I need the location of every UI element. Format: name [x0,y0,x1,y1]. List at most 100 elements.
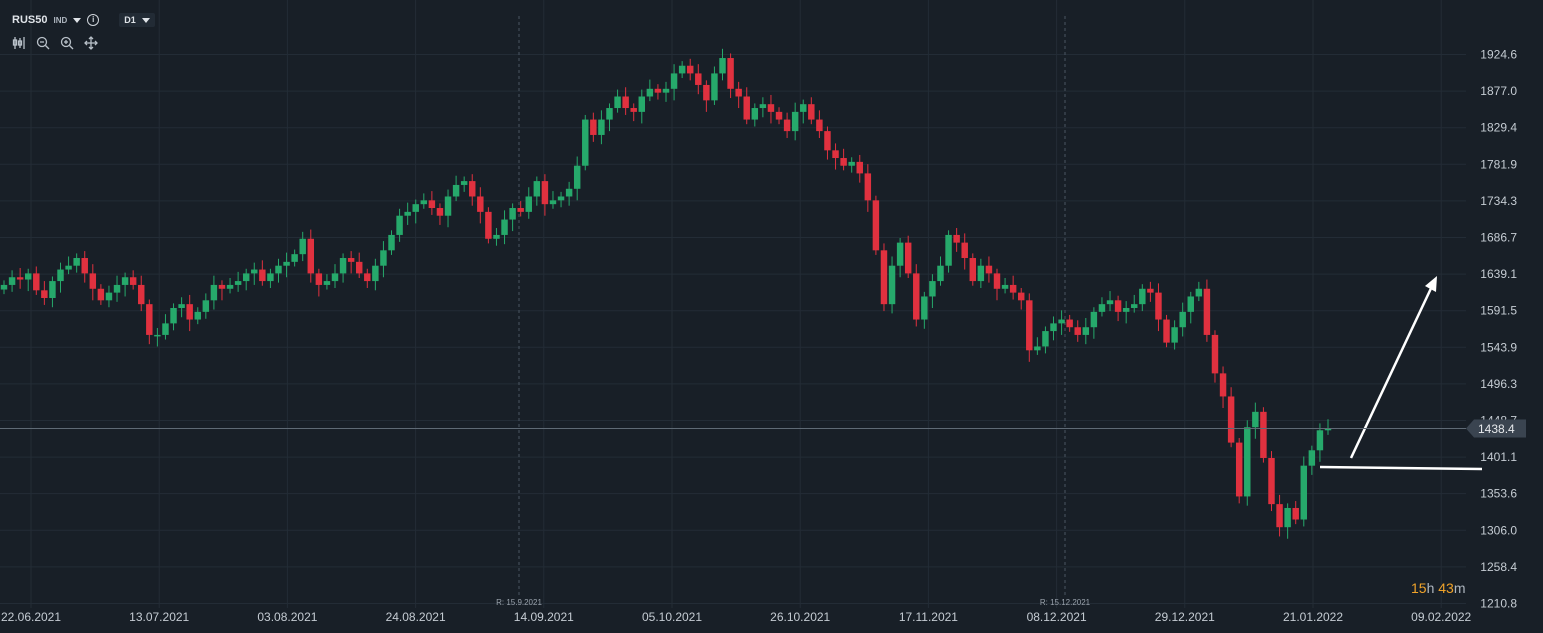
countdown-hours-unit: h [1426,580,1435,596]
candles [0,48,1332,539]
candle-body [1066,319,1073,328]
candle-body [921,296,928,320]
candle-body [436,208,444,216]
zoom-in-icon[interactable] [60,36,74,50]
price-tick-label: 1781.9 [1480,157,1517,171]
candle-body [969,258,977,282]
date-tick-label: 08.12.2021 [1027,610,1087,624]
candle-body [751,108,759,120]
move-icon[interactable] [84,36,98,50]
candle-body [509,208,516,220]
candle-body [1082,327,1090,335]
candle-body [695,73,702,85]
chart-tools [12,36,98,50]
date-tick-label: 05.10.2021 [642,610,702,624]
candle-body [129,277,137,285]
support-line[interactable] [1319,465,1483,471]
candle-body [396,215,403,235]
countdown-hours: 15 [1411,580,1427,596]
candle-body [501,219,508,235]
candle-body [1026,300,1033,351]
candle-body [630,108,637,112]
candle-body [57,269,64,282]
candle-body [703,84,710,101]
price-tick-label: 1591.5 [1480,304,1517,318]
candle-body [307,238,315,274]
candle-body [138,284,145,305]
candle-body [242,273,250,282]
candle-body [1235,442,1243,497]
candle-body [452,184,460,197]
candle-body [1268,457,1275,505]
date-tick-label: 09.02.2022 [1411,610,1471,624]
chevron-down-icon[interactable] [73,17,82,23]
candle-body [226,284,234,289]
candle-body [1324,428,1332,431]
zoom-out-icon[interactable] [36,36,50,50]
candle-body [16,277,24,280]
candle-body [606,108,613,120]
candle-body [178,304,185,309]
up-arrow-head [1425,276,1437,292]
candle-body [1284,507,1291,528]
price-tick-label: 1877.0 [1480,84,1517,98]
candle-body [1300,465,1308,520]
candle-body [420,200,428,205]
candle-body [194,311,201,320]
candle-body [315,273,323,285]
candle-body [646,88,654,97]
candle-countdown: 15h 43m [1411,580,1466,596]
candle-body [1211,334,1219,374]
timeframe-select[interactable]: D1 [119,13,155,27]
rollover-markers: R: 15.9.2021 R: 15.12.2021 [496,16,1091,607]
candle-body [8,277,16,285]
candle-body [412,204,419,212]
candle-body [1227,396,1235,443]
rollover-label: R: 15.9.2021 [496,598,542,607]
info-icon[interactable]: i [87,14,100,26]
symbol-label[interactable]: RUS50 [12,14,48,26]
price-tick-label: 1210.8 [1480,597,1517,611]
candle-body [1260,411,1267,458]
candle-body [323,281,331,285]
candle-body [880,250,888,305]
candle-body [638,96,646,112]
candles-icon[interactable] [12,36,26,50]
candle-body [1034,346,1041,351]
candle-body [775,111,783,120]
candle-body [1106,300,1114,305]
candle-body [1316,430,1324,451]
candle-body [832,150,839,159]
date-tick-label: 13.07.2021 [129,610,189,624]
candle-body [1187,296,1194,312]
current-price-tag: 1438.4 [0,419,1526,438]
candle-body [929,281,936,297]
candle-body [404,211,411,216]
candle-body [1131,304,1138,309]
candle-body [557,196,565,201]
candle-body [662,88,670,93]
time-axis[interactable]: 22.06.2021 13.07.2021 03.08.2021 24.08.2021… [1,610,1472,624]
candle-body [267,273,274,282]
candle-body [251,269,258,274]
candle-body [1009,284,1017,293]
candle-body [848,161,855,166]
candle-body [331,273,339,282]
chevron-down-icon [141,17,150,23]
date-tick-label: 17.11.2021 [899,610,958,624]
candle-body [670,73,678,89]
price-tick-label: 1353.6 [1480,487,1517,501]
candle-body [154,334,161,337]
candle-body [945,234,952,266]
candle-body [727,58,734,89]
candle-body [1219,373,1227,397]
candle-body [1244,427,1251,497]
candle-body [824,131,831,151]
candle-body [1114,300,1122,312]
candle-body [517,208,524,212]
candle-body [622,96,629,109]
candle-body [49,281,56,299]
date-tick-label: 14.09.2021 [514,610,574,624]
price-axis[interactable]: 1924.6 1877.0 1829.4 1781.9 1734.3 1686.7 1639… [1480,48,1517,611]
